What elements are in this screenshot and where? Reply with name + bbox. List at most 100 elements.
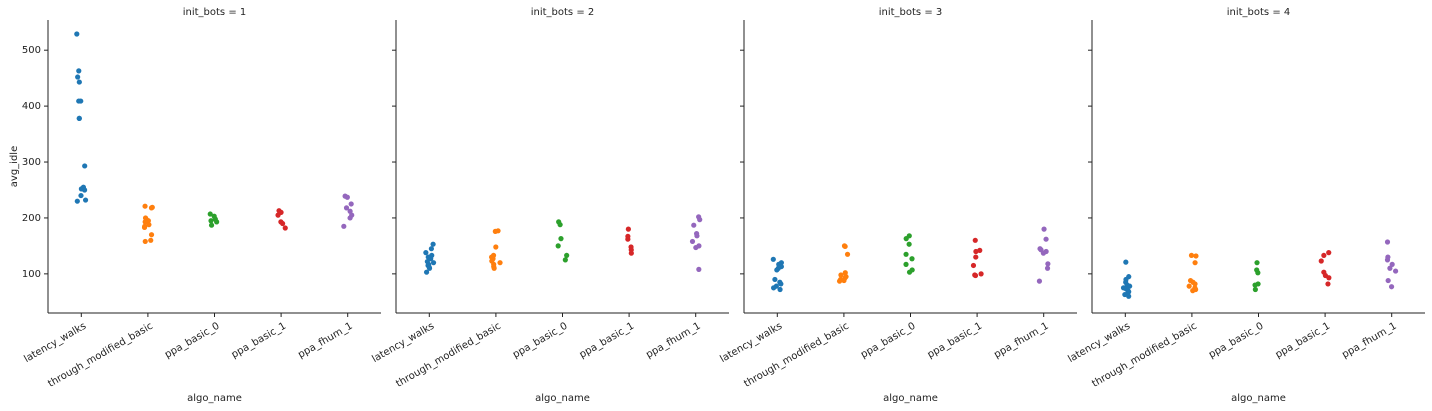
y-tick-label: 200 bbox=[22, 213, 41, 224]
point bbox=[492, 228, 498, 234]
point bbox=[428, 246, 434, 252]
point bbox=[76, 68, 82, 74]
point bbox=[564, 252, 570, 259]
point bbox=[497, 260, 503, 266]
x-axis-label: algo_name bbox=[535, 393, 590, 404]
point bbox=[423, 269, 430, 275]
point bbox=[842, 243, 848, 250]
panel-title: init_bots = 4 bbox=[1227, 7, 1291, 18]
x-tick-label: ppa_basic_0 bbox=[1207, 321, 1265, 361]
point bbox=[82, 197, 89, 203]
x-tick-label: ppa_basic_1 bbox=[230, 321, 288, 361]
point bbox=[1384, 239, 1391, 245]
point bbox=[562, 257, 568, 263]
point bbox=[909, 256, 915, 262]
x-tick-label: ppa_fhum_1 bbox=[644, 321, 702, 361]
point bbox=[491, 265, 497, 271]
point bbox=[1188, 252, 1195, 259]
point bbox=[141, 224, 148, 231]
x-tick-label: ppa_basic_1 bbox=[578, 321, 636, 361]
point bbox=[76, 98, 82, 104]
point bbox=[697, 217, 703, 223]
point bbox=[973, 248, 979, 255]
x-tick-label: through_modified_basic bbox=[742, 321, 851, 390]
x-tick-label: latency_walks bbox=[22, 321, 88, 365]
point bbox=[76, 115, 82, 122]
point bbox=[82, 163, 88, 169]
point bbox=[903, 261, 909, 267]
x-axis-label: algo_name bbox=[1231, 393, 1286, 404]
point bbox=[1254, 260, 1260, 266]
point bbox=[493, 244, 499, 250]
point bbox=[1318, 258, 1324, 264]
point bbox=[777, 286, 783, 293]
point bbox=[1044, 265, 1051, 271]
x-tick-label: ppa_fhum_1 bbox=[296, 321, 354, 361]
point bbox=[1045, 261, 1051, 267]
point bbox=[1384, 257, 1391, 263]
point bbox=[148, 237, 154, 243]
x-tick-label: ppa_basic_0 bbox=[859, 321, 917, 361]
x-tick-label: latency_walks bbox=[718, 321, 784, 365]
y-tick-label: 100 bbox=[22, 269, 41, 280]
point bbox=[81, 187, 88, 193]
point bbox=[778, 281, 784, 287]
point bbox=[1043, 236, 1049, 242]
point bbox=[558, 236, 564, 242]
x-tick-label: through_modified_basic bbox=[394, 321, 503, 390]
y-tick-label: 400 bbox=[22, 101, 41, 112]
x-tick-label: ppa_basic_0 bbox=[511, 321, 569, 361]
point bbox=[691, 222, 697, 228]
point bbox=[903, 251, 909, 257]
point bbox=[423, 250, 429, 256]
point bbox=[970, 262, 977, 269]
point bbox=[774, 267, 780, 273]
x-tick-label: ppa_fhum_1 bbox=[992, 321, 1050, 361]
point bbox=[1255, 270, 1261, 276]
point bbox=[836, 278, 843, 284]
point bbox=[142, 238, 148, 245]
point bbox=[1325, 281, 1331, 287]
point bbox=[142, 203, 148, 209]
point bbox=[1388, 284, 1395, 290]
point bbox=[341, 223, 347, 229]
point bbox=[214, 219, 220, 225]
point bbox=[1326, 275, 1332, 281]
point bbox=[347, 215, 353, 221]
x-tick-label: ppa_basic_1 bbox=[926, 321, 984, 361]
x-tick-label: through_modified_basic bbox=[1090, 321, 1199, 390]
y-tick-label: 300 bbox=[22, 157, 41, 168]
point bbox=[426, 265, 433, 271]
point bbox=[841, 277, 847, 284]
point bbox=[689, 238, 696, 245]
point bbox=[430, 260, 437, 266]
point bbox=[1192, 260, 1198, 266]
point bbox=[280, 220, 286, 227]
point bbox=[1041, 226, 1047, 232]
point bbox=[430, 241, 436, 247]
point bbox=[1036, 278, 1043, 284]
point bbox=[557, 222, 563, 228]
point bbox=[838, 272, 844, 278]
point bbox=[78, 192, 84, 199]
x-tick-label: latency_walks bbox=[1066, 321, 1132, 365]
panel-title: init_bots = 3 bbox=[879, 7, 943, 18]
point bbox=[906, 241, 912, 247]
point bbox=[207, 211, 213, 217]
point bbox=[343, 205, 350, 211]
point bbox=[1126, 293, 1132, 299]
point bbox=[1190, 288, 1196, 294]
point bbox=[972, 272, 979, 279]
point bbox=[903, 236, 909, 242]
point bbox=[146, 222, 152, 228]
point bbox=[1392, 268, 1399, 274]
point bbox=[76, 79, 82, 85]
point bbox=[696, 266, 702, 272]
point bbox=[74, 198, 80, 204]
x-tick-label: latency_walks bbox=[370, 321, 436, 365]
point bbox=[142, 219, 148, 225]
point bbox=[1387, 265, 1393, 271]
point bbox=[770, 256, 776, 262]
y-axis-label: avg_idle bbox=[9, 146, 20, 187]
